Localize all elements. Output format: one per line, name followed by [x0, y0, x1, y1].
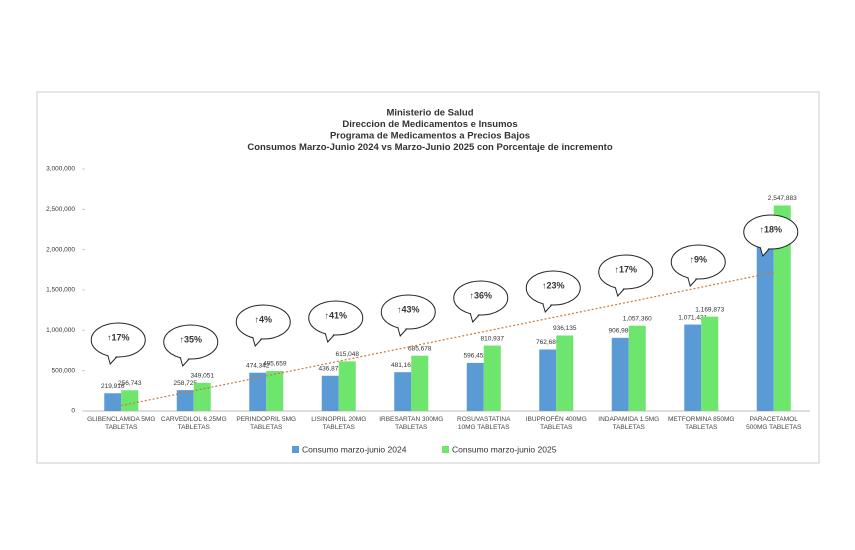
chart-title: Direccion de Medicamentos e Insumos: [342, 119, 517, 130]
data-label: 596,458: [464, 353, 488, 360]
y-tick-label: 2,000,000: [46, 246, 75, 253]
callout-tail-cover: [614, 283, 627, 294]
x-tick-label: INDAPAMIDA 1.5MG TABLETAS: [598, 416, 660, 431]
callout-tail-cover: [179, 353, 192, 364]
bar: [121, 390, 139, 411]
bar: [539, 349, 557, 411]
data-label: 1,057,360: [623, 315, 652, 322]
bar: [611, 337, 629, 411]
bar: [628, 325, 646, 411]
data-label: 810,937: [481, 335, 505, 342]
callout: [670, 244, 726, 280]
bar: [411, 355, 429, 411]
legend-swatch: [442, 446, 449, 453]
callout-tail-cover: [687, 273, 700, 284]
bar: [483, 345, 501, 411]
data-label: 219,916: [101, 383, 125, 390]
bar: [176, 390, 194, 411]
data-label: 495,659: [263, 361, 287, 368]
x-tick-label: GLIBENCLAMIDA 5MG TABLETAS: [87, 416, 156, 431]
annotation: ↑9%: [689, 254, 707, 264]
callout-tail-cover: [324, 329, 337, 340]
data-label: 256,743: [118, 380, 142, 387]
annotation: ↑17%: [614, 264, 637, 274]
bar: [756, 236, 774, 411]
callout: [235, 304, 291, 340]
bar: [684, 324, 702, 411]
callout: [525, 270, 581, 306]
callout-tail-cover: [542, 299, 555, 310]
bar: [466, 362, 484, 411]
chart-title: Programa de Medicamentos a Precios Bajos: [330, 131, 530, 142]
x-tick-label: ROSUVASTATINA 10MG TABLETAS: [457, 416, 511, 431]
data-label: 906,986: [609, 328, 633, 335]
bar: [338, 361, 356, 411]
data-label: 481,162: [391, 362, 415, 369]
annotation: ↑23%: [542, 280, 565, 290]
y-tick-label: 1,000,000: [46, 327, 75, 334]
legend-label: Consumo marzo-junio 2025: [452, 444, 557, 454]
callout: [380, 294, 436, 330]
data-label: 436,872: [319, 365, 343, 372]
bar: [266, 371, 284, 411]
callout: [598, 254, 654, 290]
data-label: 1,071,431: [678, 314, 707, 321]
annotation: ↑17%: [107, 332, 130, 342]
chart-title: Ministerio de Salud: [386, 108, 473, 119]
callout: [90, 322, 146, 358]
callout-tail-cover: [107, 351, 120, 362]
x-tick-label: METFORMINA 850MG TABLETAS: [668, 416, 735, 431]
annotation: ↑41%: [324, 310, 347, 320]
annotation: ↑43%: [397, 304, 420, 314]
callout: [308, 300, 364, 336]
callout: [453, 280, 509, 316]
callout: [163, 324, 219, 360]
data-label: 258,725: [174, 380, 198, 387]
y-tick-label: 1,500,000: [46, 287, 75, 294]
data-label: 2,547,883: [768, 195, 797, 202]
bar: [394, 372, 412, 411]
annotation: ↑18%: [759, 224, 782, 234]
bar: [321, 375, 339, 411]
data-label: 474,342: [246, 362, 270, 369]
callout-tail-cover: [469, 309, 482, 320]
trendline: [121, 271, 774, 407]
bar: [249, 372, 267, 411]
x-tick-label: IRBESARTAN 300MG TABLETAS: [379, 416, 444, 431]
bar: [193, 382, 211, 411]
bar: [773, 205, 791, 411]
x-tick-label: PARACETAMOL 500MG TABLETAS: [746, 416, 802, 431]
y-tick-label: 2,500,000: [46, 206, 75, 213]
legend-swatch: [292, 446, 299, 453]
annotation: ↑35%: [179, 334, 202, 344]
callout-tail-cover: [759, 243, 772, 254]
callout-tail-cover: [397, 323, 410, 334]
data-label: 762,686: [536, 339, 560, 346]
chart-title: Consumos Marzo-Junio 2024 vs Marzo-Junio…: [247, 142, 613, 153]
data-label: 1,169,873: [695, 306, 724, 313]
y-tick-label: 0: [71, 408, 75, 415]
y-tick-label: 3,000,000: [46, 166, 75, 173]
annotation: ↑36%: [469, 290, 492, 300]
legend-label: Consumo marzo-junio 2024: [302, 444, 407, 454]
x-tick-label: PERINDOPRIL 5MG TABLETAS: [236, 416, 297, 431]
bar: [104, 393, 122, 411]
data-label: 349,051: [191, 373, 215, 380]
data-label: 936,135: [553, 325, 577, 332]
x-tick-label: IBUPROFÉN 400MG TABLETAS: [525, 416, 587, 431]
y-tick-label: 500,000: [52, 367, 76, 374]
annotation: ↑4%: [254, 314, 272, 324]
callout: [743, 214, 799, 250]
bar: [701, 316, 719, 411]
x-tick-label: LISINOPRIL 20MG TABLETAS: [311, 416, 367, 431]
data-label: 685,678: [408, 345, 432, 352]
data-label: 615,048: [336, 351, 360, 358]
bar: [556, 335, 574, 411]
x-tick-label: CARVEDILOL 6.25MG TABLETAS: [160, 416, 227, 431]
callout-tail-cover: [252, 333, 265, 344]
